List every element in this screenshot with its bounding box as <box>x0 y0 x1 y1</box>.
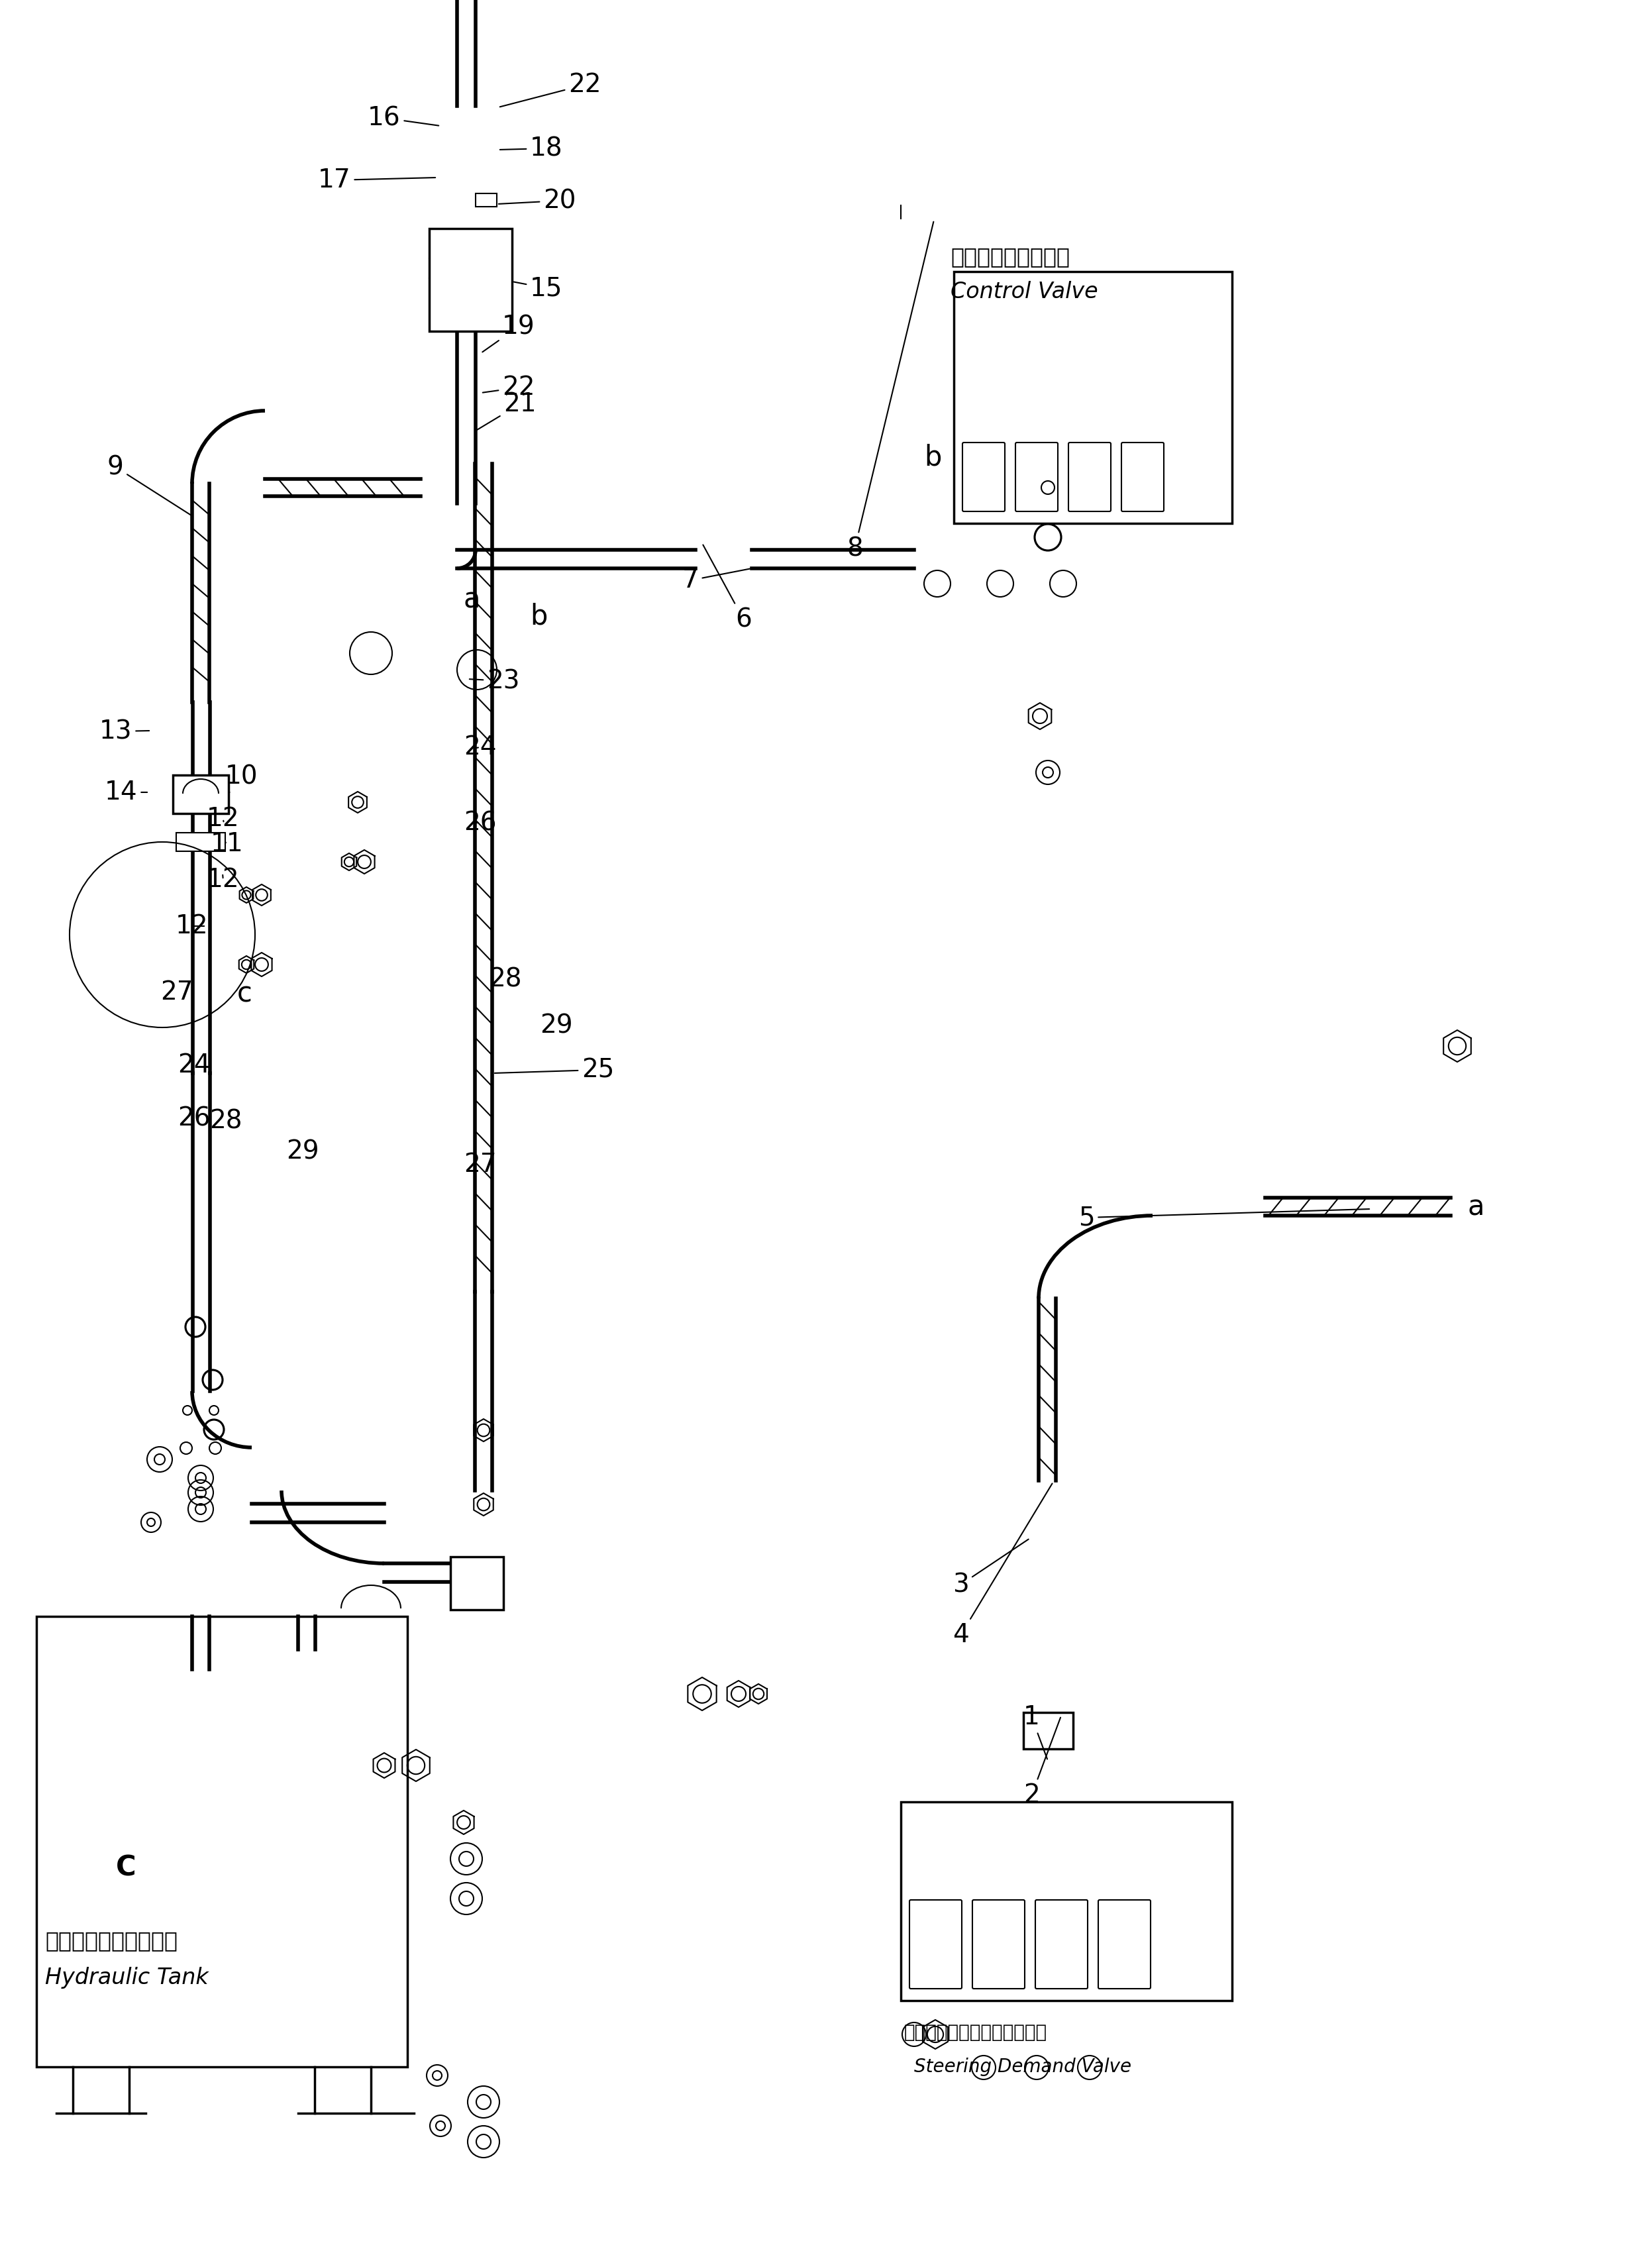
Text: 22: 22 <box>482 374 535 401</box>
Text: 6: 6 <box>704 545 752 633</box>
Text: a: a <box>1469 1194 1485 1221</box>
FancyBboxPatch shape <box>451 1557 504 1609</box>
Text: 12: 12 <box>206 807 240 831</box>
FancyBboxPatch shape <box>177 834 225 852</box>
FancyBboxPatch shape <box>476 194 497 207</box>
Text: 21: 21 <box>476 392 537 430</box>
FancyBboxPatch shape <box>1099 1899 1150 1989</box>
FancyBboxPatch shape <box>963 442 1004 511</box>
Text: 28: 28 <box>210 1108 243 1133</box>
FancyBboxPatch shape <box>430 228 512 331</box>
Text: 28: 28 <box>489 967 522 991</box>
Text: 20: 20 <box>499 189 577 214</box>
Text: 1: 1 <box>1023 1706 1047 1760</box>
Text: 7: 7 <box>682 568 750 593</box>
FancyBboxPatch shape <box>953 273 1232 523</box>
FancyBboxPatch shape <box>1016 442 1057 511</box>
FancyBboxPatch shape <box>173 775 228 813</box>
Text: 14: 14 <box>104 780 147 804</box>
Text: 26: 26 <box>464 811 497 836</box>
FancyBboxPatch shape <box>36 1615 408 2066</box>
Text: 26: 26 <box>177 1106 210 1131</box>
Text: C: C <box>116 1854 135 1881</box>
Text: 15: 15 <box>514 275 563 300</box>
FancyBboxPatch shape <box>1036 1899 1087 1989</box>
Text: 25: 25 <box>494 1057 615 1081</box>
Text: 11: 11 <box>211 831 243 856</box>
Text: 10: 10 <box>225 764 258 793</box>
Text: 18: 18 <box>501 135 563 160</box>
FancyBboxPatch shape <box>973 1899 1024 1989</box>
Text: 8: 8 <box>846 221 933 561</box>
Text: Steering Demand Valve: Steering Demand Valve <box>914 2057 1132 2075</box>
FancyBboxPatch shape <box>1122 442 1163 511</box>
Text: a: a <box>464 586 481 613</box>
Text: 19: 19 <box>482 313 535 351</box>
FancyBboxPatch shape <box>1023 1712 1074 1748</box>
Text: Hydraulic Tank: Hydraulic Tank <box>45 1967 208 1989</box>
Text: 2: 2 <box>1023 1717 1061 1807</box>
Text: コントロールバルブ: コントロールバルブ <box>950 246 1070 268</box>
Text: 17: 17 <box>317 167 436 194</box>
Text: 29: 29 <box>540 1014 573 1039</box>
Text: 5: 5 <box>1079 1205 1370 1230</box>
Text: Control Valve: Control Valve <box>950 282 1099 302</box>
Text: ステアリングデマンドバルブ: ステアリングデマンドバルブ <box>904 2023 1047 2041</box>
Text: 4: 4 <box>953 1482 1052 1647</box>
Text: ハイドロリックタンク: ハイドロリックタンク <box>45 1931 177 1951</box>
Text: 27: 27 <box>464 1151 497 1176</box>
FancyBboxPatch shape <box>900 1802 1232 2001</box>
Text: 3: 3 <box>953 1539 1029 1597</box>
Text: b: b <box>923 444 942 471</box>
Text: 29: 29 <box>286 1138 319 1165</box>
Text: c: c <box>238 980 253 1007</box>
FancyBboxPatch shape <box>910 1899 961 1989</box>
Text: 16: 16 <box>368 106 439 131</box>
Text: 12: 12 <box>175 912 208 940</box>
Text: 27: 27 <box>160 980 193 1005</box>
Text: b: b <box>530 602 547 631</box>
FancyBboxPatch shape <box>1069 442 1110 511</box>
Text: 22: 22 <box>501 72 601 106</box>
Text: 24: 24 <box>177 1052 210 1077</box>
Text: 12: 12 <box>206 867 240 892</box>
Text: 13: 13 <box>99 719 149 743</box>
Text: 9: 9 <box>107 455 192 516</box>
Text: 24: 24 <box>464 734 497 759</box>
Text: 23: 23 <box>469 669 520 694</box>
